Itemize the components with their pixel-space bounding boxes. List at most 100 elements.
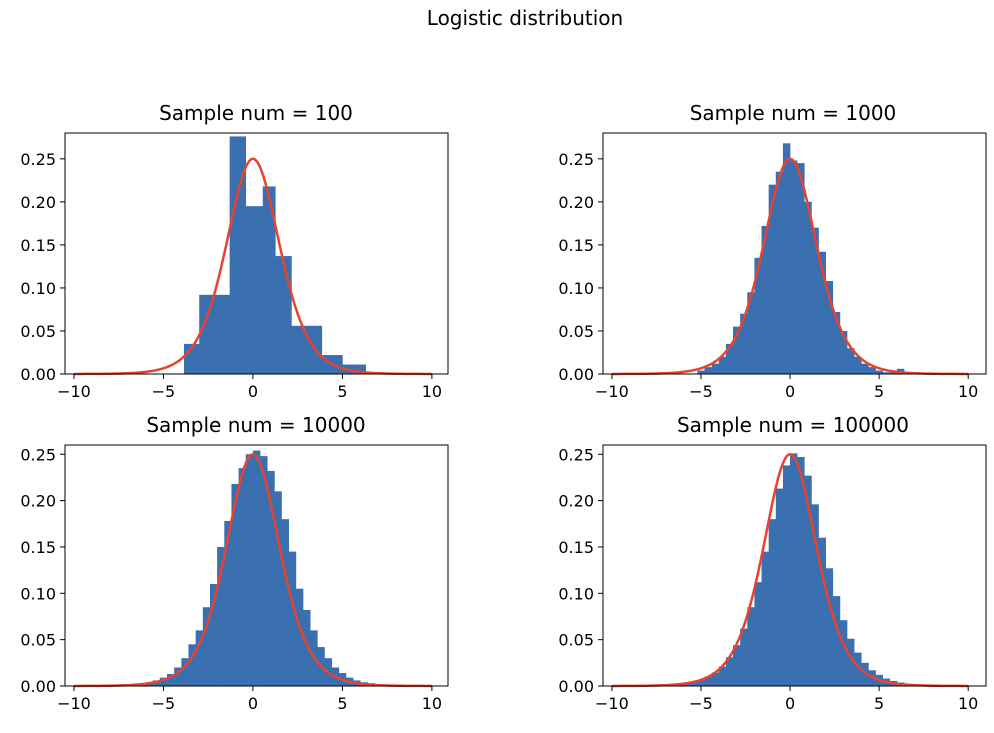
histogram-bar [754,257,762,374]
histogram-bar [217,546,225,686]
axes-frame [602,444,987,687]
histogram-bar [825,281,834,374]
histogram-bar [861,363,869,374]
y-tick-label: 0.10 [558,584,594,603]
histogram-bar [224,521,232,686]
figure-title: Logistic distribution [427,6,623,30]
histogram-bar [683,683,691,686]
y-tick-label: 0.10 [20,584,56,603]
subplot-sample-100: Sample num = 100 −10 −5 0 5 10 0.00 0.05 0.10 0.… [20,101,449,401]
histogram-bar [252,450,261,686]
histogram-bar [839,330,848,374]
y-tick-label: 0.05 [20,631,56,650]
histogram-bar [231,483,239,686]
x-tick-label: 5 [337,382,347,401]
y-tick-label: 0.20 [558,193,594,212]
x-tick-label: 0 [248,694,258,713]
pdf-curve [611,157,969,376]
histogram-bar [761,225,769,374]
y-tick-label: 0.15 [20,538,56,557]
histogram-bar [152,680,161,686]
histogram-bar [790,453,798,686]
histogram-bar [740,628,748,686]
histogram-bar [188,644,196,686]
y-tick-label: 0.05 [20,322,56,341]
histogram-bar [281,519,290,686]
axes-frame [602,132,987,375]
histogram-bar [868,367,876,374]
subplot-title: Sample num = 10000 [146,413,365,437]
histogram-bar [882,372,891,374]
pdf-curve [73,453,432,688]
histogram-bar [697,370,705,374]
histogram-bar [804,201,812,374]
histogram [184,136,366,374]
histogram-bar [202,607,211,686]
y-tick-label: 0.10 [558,279,594,298]
y-tick-label: 0.15 [558,236,594,255]
histogram-bar [238,468,247,686]
histogram-bar [711,363,720,374]
histogram-bar [295,588,304,686]
pdf-curve [73,157,432,376]
y-tick-label: 0.25 [558,150,594,169]
x-tick-label: 10 [958,382,978,401]
histogram-bar [303,609,311,686]
y-tick-label: 0.05 [558,631,594,650]
x-tick-label: 0 [248,382,258,401]
histogram-bar [274,491,282,686]
histogram-bar [861,662,869,686]
histogram-bar [847,638,855,686]
histogram-bar [697,679,705,686]
x-tick-label: −10 [57,694,91,713]
x-tick-label: −10 [595,382,629,401]
histogram-bar [825,568,834,686]
axes-frame [64,444,449,687]
x-tick-label: 0 [785,382,795,401]
x-tick-label: 5 [874,694,884,713]
x-tick-label: −10 [57,382,91,401]
x-tick-label: 10 [958,694,978,713]
histogram-bar [245,206,264,374]
histogram-bar [718,356,727,374]
histogram-bar [288,551,297,686]
histogram-bar [811,227,819,374]
subplot-title: Sample num = 100000 [677,413,909,437]
y-tick-label: 0.15 [20,236,56,255]
histogram-bar [761,551,769,686]
histogram-bar [797,163,805,374]
histogram-bar [775,171,784,374]
x-tick-label: 5 [337,694,347,713]
histogram-bar [725,343,734,374]
histogram-bar [811,504,819,686]
histogram-bar [847,348,855,374]
histogram-bar [818,537,826,686]
histogram-bar [711,672,720,686]
histogram-bar [747,607,755,686]
histogram-bar [260,456,268,686]
histogram-bar [725,657,734,686]
y-tick-label: 0.20 [20,492,56,511]
histogram-bar [167,673,175,686]
histogram-bar [790,160,798,374]
histogram [611,453,969,686]
x-tick-label: 10 [422,382,442,401]
subplot-sample-10000: Sample num = 10000 −10 −5 0 5 10 0.00 0.05 0.10… [20,413,449,713]
histogram-bar [754,582,762,686]
histogram-bar [704,367,712,374]
pdf-curve [611,453,969,688]
axes-frame [64,132,449,375]
histogram-bar [854,652,862,686]
histogram-bar [690,681,698,686]
histogram-bar [245,454,254,686]
histogram-bar [804,475,812,686]
y-tick-label: 0.20 [20,193,56,212]
y-tick-label: 0.25 [20,445,56,464]
histogram-bar [832,596,841,686]
histogram-bar [262,186,276,374]
y-tick-label: 0.00 [558,677,594,696]
y-tick-label: 0.25 [20,150,56,169]
x-tick-label: 0 [785,694,795,713]
histogram-bar [199,294,217,374]
